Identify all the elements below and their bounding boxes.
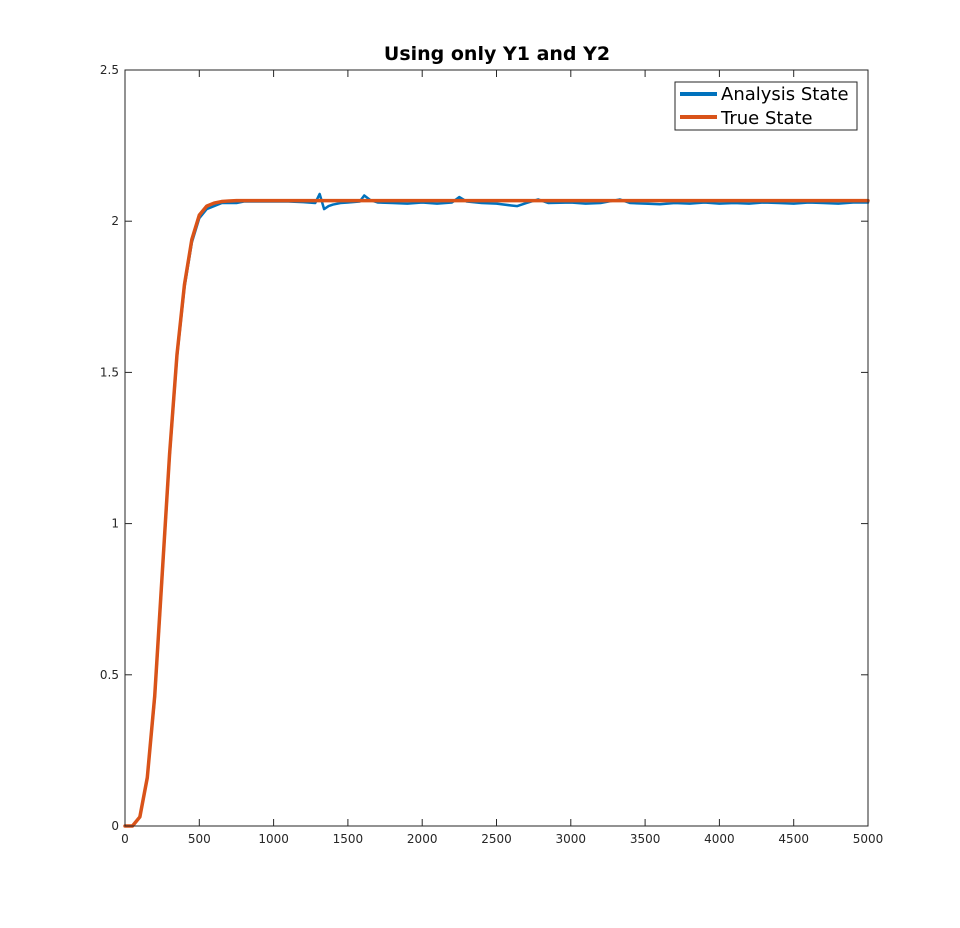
y-tick-label: 2.5 (100, 63, 119, 77)
ticks-layer: 0 500 1000 1500 2000 2500 3000 3500 4000 4500 5000… (100, 63, 883, 846)
x-tick-label: 5000 (853, 832, 884, 846)
x-tick-label: 1000 (258, 832, 289, 846)
x-tick-label: 3000 (556, 832, 587, 846)
legend-box (674, 81, 858, 131)
x-tick-label: 500 (188, 832, 211, 846)
y-tick-label: 1.5 (100, 365, 119, 379)
x-tick-label: 2000 (407, 832, 438, 846)
x-tick-label: 0 (121, 832, 129, 846)
y-tick-label: 0.5 (100, 668, 119, 682)
plot-area (125, 70, 868, 826)
true-state-line (123, 198, 870, 828)
legend-label-analysis-state: Analysis State (721, 84, 849, 105)
legend-label-true-state: True State (720, 108, 813, 129)
x-tick-label: 4500 (778, 832, 809, 846)
x-tick-label: 1500 (333, 832, 364, 846)
chart-title: Using only Y1 and Y2 (384, 43, 610, 65)
y-tick-label: 1 (111, 517, 119, 531)
series-layer (123, 192, 870, 828)
analysis-state-line (123, 192, 870, 828)
y-tick-label: 2 (111, 214, 119, 228)
x-tick-label: 4000 (704, 832, 735, 846)
x-tick-label: 3500 (630, 832, 661, 846)
x-tick-label: 2500 (481, 832, 512, 846)
legend: Analysis State True State (674, 81, 858, 131)
y-tick-label: 0 (111, 819, 119, 833)
